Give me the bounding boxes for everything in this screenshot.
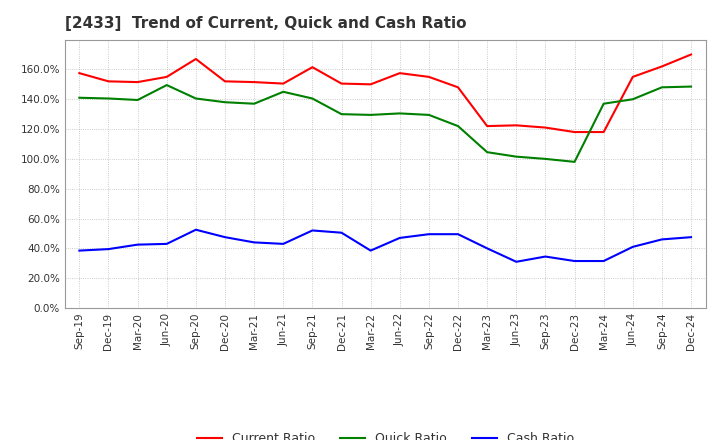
Cash Ratio xyxy=(366,248,375,253)
Current Ratio xyxy=(657,64,666,69)
Quick Ratio xyxy=(395,111,404,116)
Cash Ratio xyxy=(75,248,84,253)
Quick Ratio xyxy=(250,101,258,106)
Cash Ratio xyxy=(629,244,637,249)
Cash Ratio xyxy=(279,241,287,246)
Cash Ratio xyxy=(133,242,142,247)
Current Ratio xyxy=(163,74,171,80)
Cash Ratio xyxy=(541,254,550,259)
Quick Ratio xyxy=(104,96,113,101)
Quick Ratio xyxy=(425,112,433,117)
Cash Ratio xyxy=(104,246,113,252)
Current Ratio xyxy=(220,79,229,84)
Quick Ratio xyxy=(454,124,462,129)
Cash Ratio xyxy=(220,235,229,240)
Current Ratio xyxy=(629,74,637,80)
Cash Ratio xyxy=(599,258,608,264)
Current Ratio xyxy=(570,129,579,135)
Line: Quick Ratio: Quick Ratio xyxy=(79,85,691,162)
Current Ratio xyxy=(395,70,404,76)
Quick Ratio xyxy=(599,101,608,106)
Cash Ratio xyxy=(308,228,317,233)
Line: Current Ratio: Current Ratio xyxy=(79,55,691,132)
Quick Ratio xyxy=(541,156,550,161)
Quick Ratio xyxy=(220,99,229,105)
Cash Ratio xyxy=(657,237,666,242)
Current Ratio xyxy=(279,81,287,86)
Cash Ratio xyxy=(250,240,258,245)
Cash Ratio xyxy=(570,258,579,264)
Current Ratio xyxy=(192,56,200,62)
Current Ratio xyxy=(541,125,550,130)
Current Ratio xyxy=(599,129,608,135)
Text: [2433]  Trend of Current, Quick and Cash Ratio: [2433] Trend of Current, Quick and Cash … xyxy=(65,16,467,32)
Quick Ratio xyxy=(308,96,317,101)
Quick Ratio xyxy=(75,95,84,100)
Quick Ratio xyxy=(483,150,492,155)
Cash Ratio xyxy=(395,235,404,241)
Current Ratio xyxy=(308,65,317,70)
Quick Ratio xyxy=(570,159,579,165)
Current Ratio xyxy=(366,82,375,87)
Current Ratio xyxy=(512,123,521,128)
Quick Ratio xyxy=(512,154,521,159)
Quick Ratio xyxy=(687,84,696,89)
Current Ratio xyxy=(337,81,346,86)
Quick Ratio xyxy=(629,97,637,102)
Current Ratio xyxy=(483,124,492,129)
Cash Ratio xyxy=(163,241,171,246)
Cash Ratio xyxy=(337,230,346,235)
Current Ratio xyxy=(104,79,113,84)
Cash Ratio xyxy=(192,227,200,232)
Current Ratio xyxy=(250,80,258,85)
Line: Cash Ratio: Cash Ratio xyxy=(79,230,691,262)
Quick Ratio xyxy=(192,96,200,101)
Cash Ratio xyxy=(687,235,696,240)
Current Ratio xyxy=(454,84,462,90)
Cash Ratio xyxy=(454,231,462,237)
Current Ratio xyxy=(425,74,433,80)
Current Ratio xyxy=(133,80,142,85)
Cash Ratio xyxy=(483,246,492,251)
Quick Ratio xyxy=(337,111,346,117)
Current Ratio xyxy=(687,52,696,57)
Cash Ratio xyxy=(425,231,433,237)
Quick Ratio xyxy=(163,82,171,88)
Current Ratio xyxy=(75,70,84,76)
Cash Ratio xyxy=(512,259,521,264)
Quick Ratio xyxy=(279,89,287,95)
Quick Ratio xyxy=(133,97,142,103)
Quick Ratio xyxy=(657,84,666,90)
Legend: Current Ratio, Quick Ratio, Cash Ratio: Current Ratio, Quick Ratio, Cash Ratio xyxy=(192,427,579,440)
Quick Ratio xyxy=(366,112,375,117)
